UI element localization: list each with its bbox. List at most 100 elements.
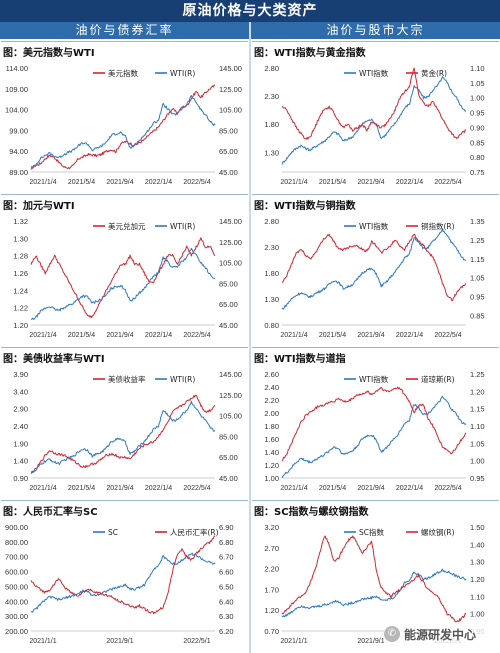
right-axis-tick-label: 65.00: [219, 453, 238, 462]
chart-panel-wti-copper: 0.80 1.30 1.80 2.30 2.80 0.85 0.95 1.05 1.15 1.25…: [252, 194, 499, 346]
right-axis-tick-label: 0.85: [470, 138, 485, 147]
x-axis-tick-label: 2021/9/4: [357, 179, 384, 186]
chart-title: 图：人民币汇率与SC: [3, 507, 98, 518]
x-axis-tick-label: 2022/5/4: [434, 332, 461, 339]
left-axis-tick-label: 600.00: [5, 568, 28, 577]
left-axis-tick-label: 89.00: [9, 168, 28, 177]
x-axis-tick-label: 2021/9/1: [106, 638, 133, 645]
x-axis-tick-label: 2021/1/4: [29, 179, 56, 186]
left-axis-tick-label: 1.80: [264, 269, 279, 278]
chart-panel-usd-wti: 89.00 94.00 99.00 104.00 109.00 114.00 45.00 65…: [1, 41, 248, 193]
wechat-icon: ✆: [384, 626, 400, 642]
right-axis-tick-label: 0.85: [470, 312, 485, 321]
left-axis-tick-label: 200.00: [5, 627, 28, 636]
x-axis-tick-label: 2021/1/4: [280, 332, 307, 339]
left-axis-tick-label: 400.00: [5, 597, 28, 606]
watermark: ✆ 能源研发中心: [384, 623, 494, 645]
watermark-text: 能源研发中心: [404, 627, 477, 642]
section-header-left: 油价与债券汇率: [0, 22, 249, 39]
legend-label: WTI(R): [170, 69, 195, 78]
x-axis-tick-label: 2021/1/1: [280, 638, 307, 645]
right-axis-tick-label: 1.10: [470, 422, 485, 431]
left-axis-tick-label: 500.00: [5, 582, 28, 591]
left-axis-tick-label: 1.24: [13, 286, 28, 295]
legend-label: 螺纹钢(R): [421, 527, 455, 537]
right-axis-tick-label: 1.10: [470, 64, 485, 73]
series-line-secondary: [30, 95, 216, 170]
left-axis-tick-label: 109.00: [5, 85, 28, 94]
legend-label: 美元兑加元: [108, 221, 146, 231]
right-axis-tick-label: 0.90: [470, 123, 485, 132]
x-axis-tick-label: 2022/1/4: [396, 179, 423, 186]
right-axis-tick-label: 1.20: [470, 575, 485, 584]
x-axis-tick-label: 2021/9/4: [106, 332, 133, 339]
left-axis-tick-label: 2.40: [264, 383, 279, 392]
right-axis-tick-label: 6.90: [219, 523, 234, 532]
right-axis-tick-label: 6.20: [219, 627, 234, 636]
left-axis-tick-label: 114.00: [6, 64, 28, 73]
series-line-secondary: [30, 247, 216, 320]
x-axis-tick-label: 2021/9/1: [357, 638, 384, 645]
legend-label: WTI(R): [170, 222, 195, 231]
right-axis-tick-label: 1.15: [470, 405, 485, 414]
x-axis-tick-label: 2022/5/4: [183, 332, 210, 339]
series-line-primary: [31, 394, 216, 473]
right-axis-tick-label: 1.20: [470, 387, 485, 396]
left-axis-tick-label: 1.80: [264, 422, 279, 431]
left-axis-tick-label: 1.28: [13, 252, 28, 261]
right-axis-tick-label: 1.10: [470, 592, 485, 601]
x-axis-tick-label: 2021/9/4: [106, 485, 133, 492]
right-axis-tick-label: 105.00: [219, 106, 242, 115]
left-axis-tick-label: 1.26: [13, 269, 28, 278]
right-axis-tick-label: 125.00: [219, 238, 242, 247]
right-axis-tick-label: 6.50: [219, 582, 234, 591]
x-axis-tick-label: 2022/1/4: [396, 332, 423, 339]
x-axis-tick-label: 2021/5/4: [319, 485, 346, 492]
left-axis-tick-label: 2.20: [264, 565, 279, 574]
chart-panel-cny-sc: 200.00 300.00 400.00 500.00 600.00 700.00 800.…: [1, 500, 248, 652]
right-axis-tick-label: 1.05: [470, 79, 485, 88]
left-axis-tick-label: 1.80: [264, 120, 279, 129]
legend-label: WTI(R): [170, 375, 195, 384]
x-axis-tick-label: 2021/9/4: [357, 332, 384, 339]
series-line-secondary: [281, 233, 467, 302]
left-axis-tick-label: 0.70: [264, 627, 279, 636]
right-axis-tick-label: 105.00: [219, 412, 242, 421]
left-axis-tick-label: 2.30: [264, 92, 279, 101]
x-axis-tick-label: 2022/5/1: [183, 638, 210, 645]
left-axis-tick-label: 2.00: [264, 409, 279, 418]
left-axis-tick-label: 3.90: [13, 370, 28, 379]
left-axis-tick-label: 104.00: [5, 106, 28, 115]
series-line-primary: [30, 84, 216, 169]
chart-title: 图：WTI指数与道指: [254, 354, 346, 365]
left-axis-tick-label: 1.20: [13, 321, 28, 330]
left-axis-tick-label: 99.00: [9, 126, 28, 135]
x-axis-tick-label: 2022/1/4: [145, 485, 172, 492]
right-axis-tick-label: 1.25: [470, 370, 485, 379]
right-axis-tick-label: 125.00: [219, 391, 242, 400]
legend-label: 黄金(R): [421, 68, 447, 78]
x-axis-tick-label: 2021/1/1: [29, 638, 56, 645]
legend-label: 人民币汇率(R): [170, 527, 219, 537]
chart-svg: 0.90 1.40 1.90 2.40 2.90 3.40 3.90 45.00 65.00 85…: [13, 370, 242, 492]
x-axis-tick-label: 2021/1/4: [29, 485, 56, 492]
chart-panel-cad-wti: 1.20 1.22 1.24 1.26 1.28 1.30 1.32 45.00 65.00 85…: [1, 194, 248, 346]
chart-title: 图：SC指数与螺纹钢指数: [254, 507, 369, 518]
section-header-right: 油价与股市大宗: [251, 22, 500, 39]
right-axis-tick-label: 6.30: [219, 612, 234, 621]
right-axis-tick-label: 85.00: [219, 279, 238, 288]
series-line-secondary: [281, 535, 467, 623]
chart-svg: 0.80 1.30 1.80 2.30 2.80 0.85 0.95 1.05 1.15 1.25…: [264, 217, 485, 339]
right-axis-tick-label: 1.05: [470, 274, 485, 283]
x-axis-tick-label: 2022/5/4: [434, 179, 461, 186]
chart-svg: 1.00 1.20 1.40 1.60 1.80 2.00 2.20 2.40 2.60 0.95…: [264, 370, 485, 492]
legend-label: 铜指数(R): [421, 221, 455, 231]
right-axis-tick-label: 6.80: [219, 538, 234, 547]
series-line-primary: [281, 568, 467, 618]
series-line-secondary: [30, 535, 216, 615]
right-axis-tick-label: 1.00: [470, 457, 485, 466]
right-axis-tick-label: 1.50: [470, 523, 485, 532]
series-line-secondary: [281, 67, 467, 140]
x-axis-tick-label: 2021/9/4: [357, 485, 384, 492]
left-axis-tick-label: 1.00: [264, 474, 279, 483]
